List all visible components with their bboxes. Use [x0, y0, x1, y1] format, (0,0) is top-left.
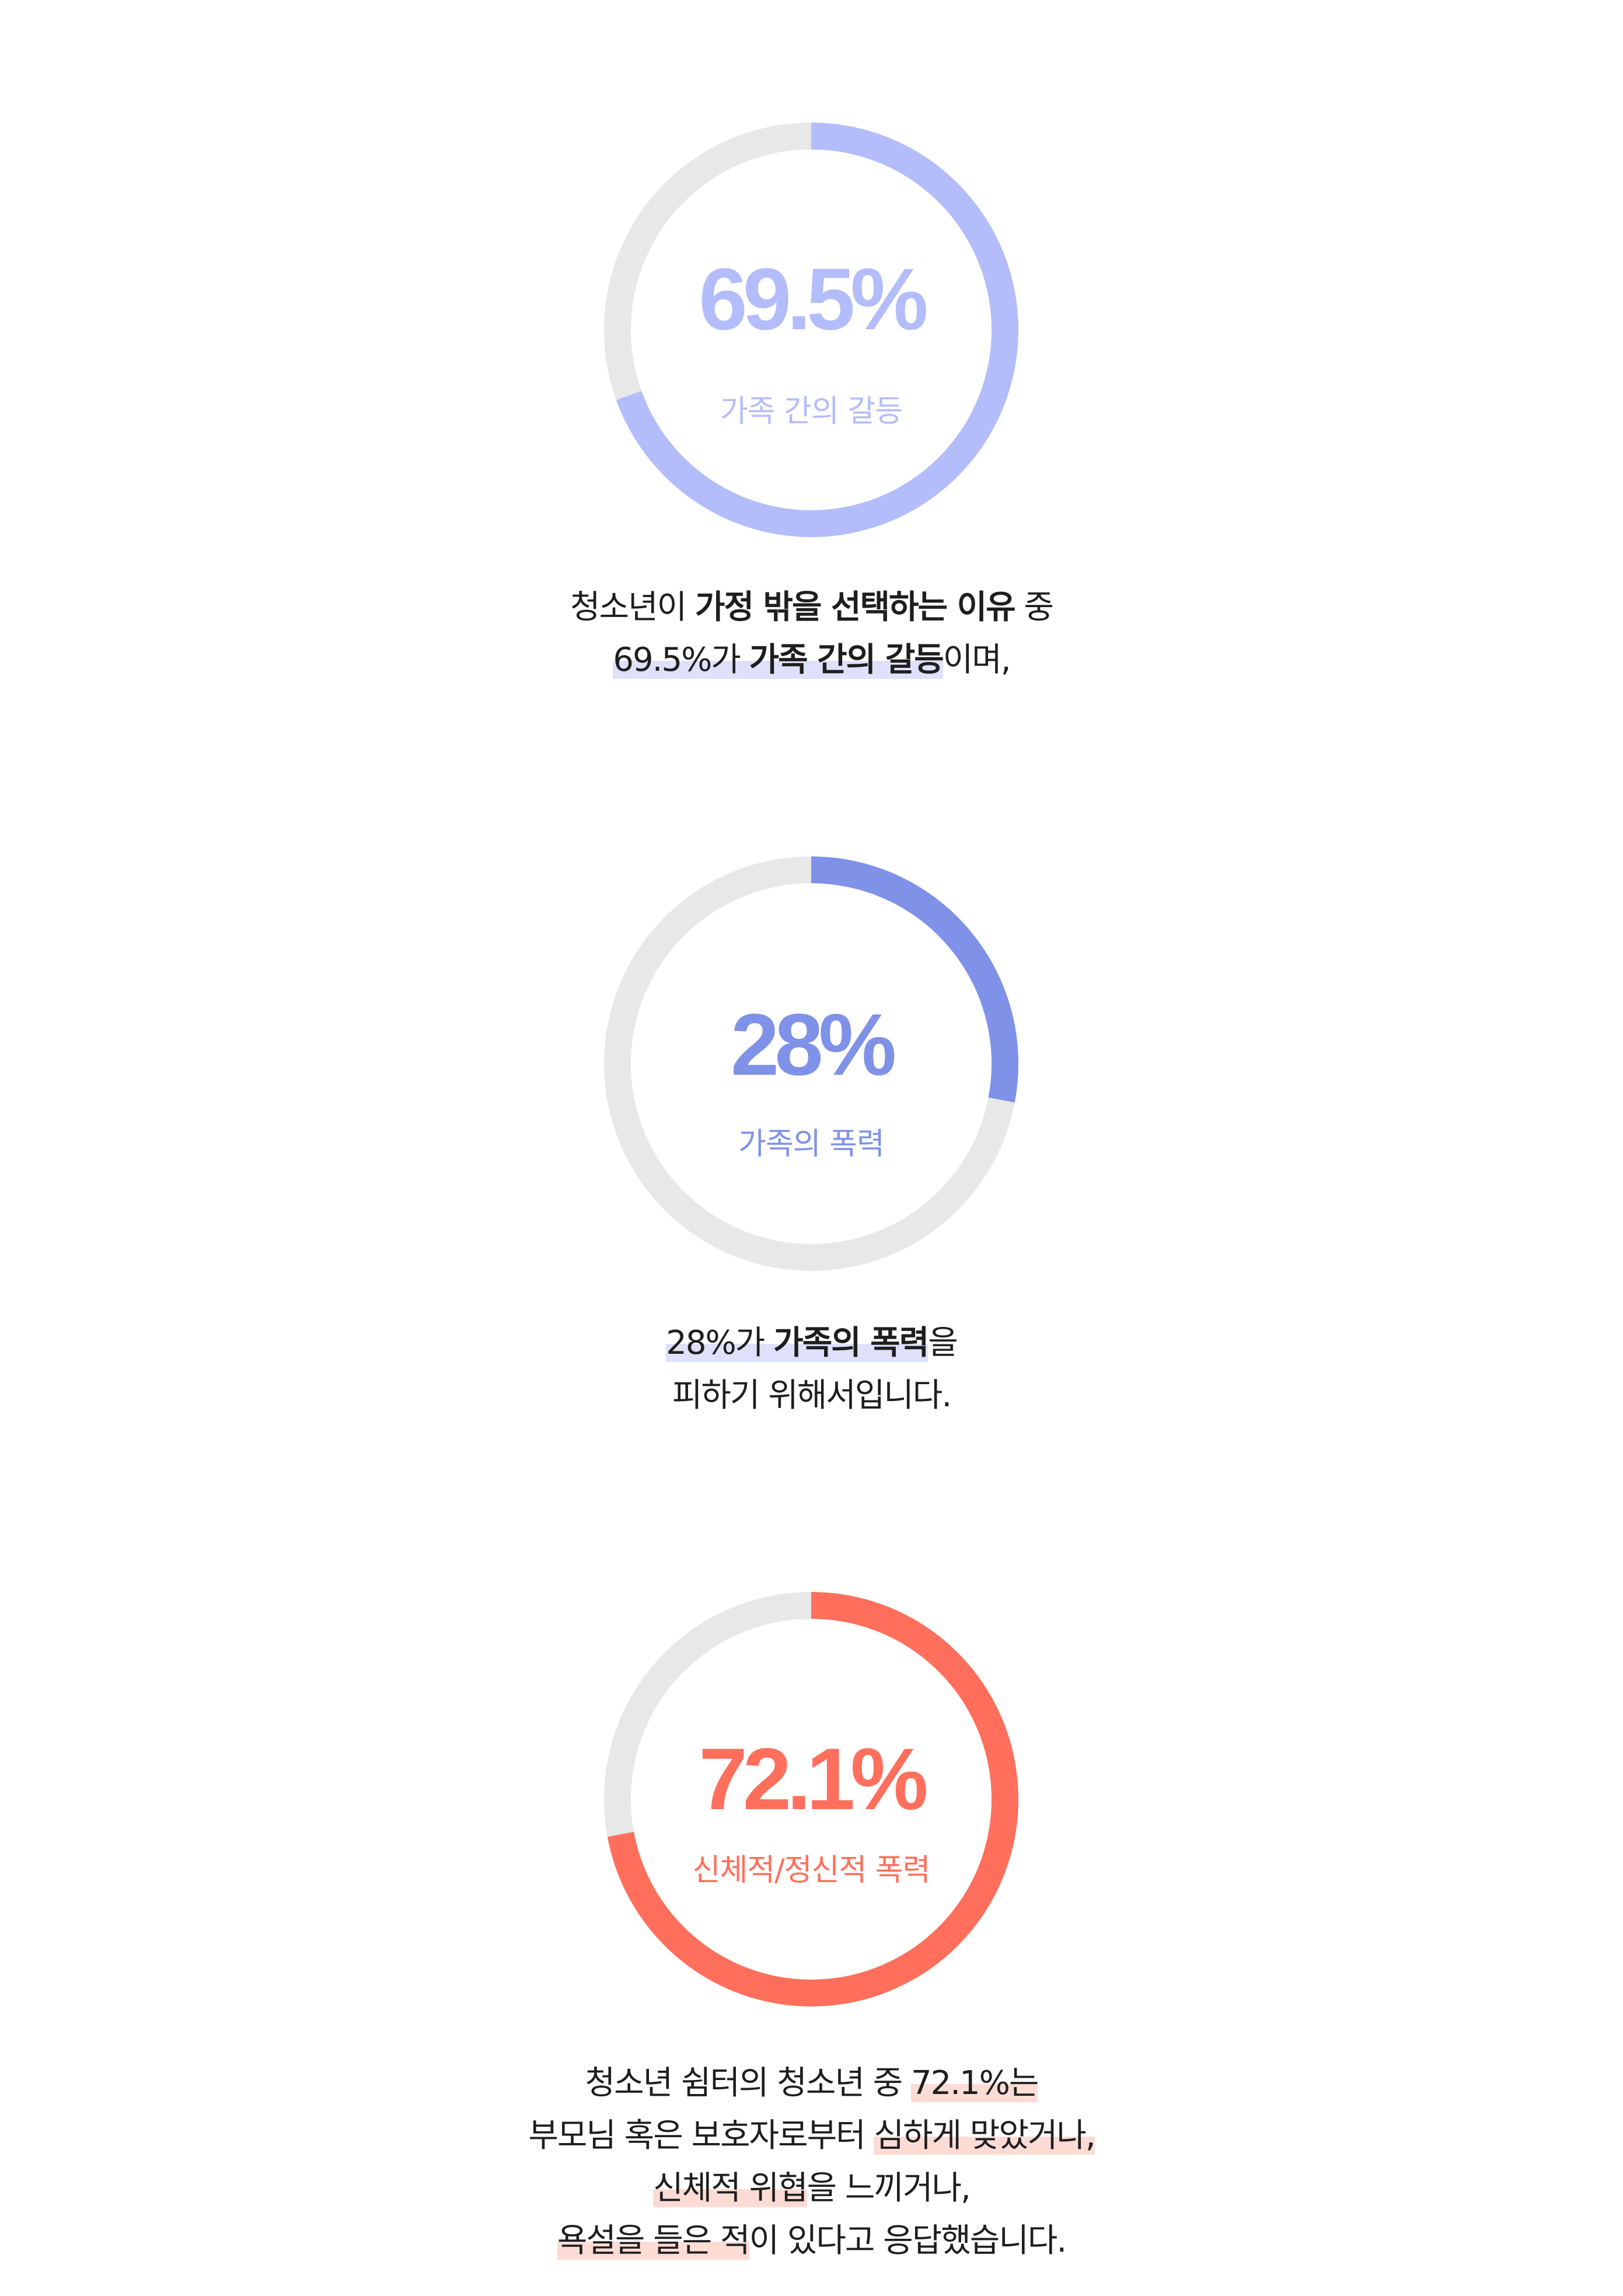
caption-highlight: 72.1%는: [910, 2064, 1039, 2102]
caption-line: 부모님 혹은 보호자로부터 심하게 맞았거나,: [0, 2110, 1623, 2162]
donut-chart-family-conflict: 69.5% 가족 간의 갈등: [601, 120, 1021, 540]
caption-highlight: 69.5%가 가족 간의 갈등: [613, 641, 944, 679]
caption-bold-text: 가족의 폭력: [773, 1324, 929, 1362]
caption-line: 69.5%가 가족 간의 갈등이며,: [0, 634, 1623, 687]
caption-text: 부모님 혹은 보호자로부터: [528, 2117, 874, 2155]
donut-svg: [604, 856, 1018, 1271]
caption-text: 중: [1014, 588, 1054, 626]
donut-category-label: 가족 간의 갈등: [720, 394, 903, 429]
caption-highlight: 신체적 위협: [653, 2169, 808, 2207]
caption-text: 을 느끼거나,: [807, 2169, 971, 2207]
caption-text: 피하기 위해서입니다.: [672, 1377, 952, 1414]
caption-highlight: 28%가 가족의 폭력: [666, 1324, 929, 1362]
donut-svg: [604, 1592, 1018, 2006]
caption-highlight: 욕설을 들은 적: [557, 2222, 751, 2260]
caption-physical-mental-violence: 청소년 쉼터의 청소년 중 72.1%는 부모님 혹은 보호자로부터 심하게 맞…: [0, 2057, 1623, 2267]
donut-chart-physical-mental-violence: 72.1% 신체적/정신적 폭력: [601, 1589, 1021, 2009]
donut-value-arc: [607, 1592, 1018, 2006]
caption-line: 28%가 가족의 폭력을: [0, 1317, 1623, 1370]
donut-svg: [604, 123, 1018, 537]
caption-highlight: 심하게 맞았거나,: [874, 2117, 1096, 2155]
donut-chart-family-violence: 28% 가족의 폭력: [601, 853, 1021, 1274]
donut-category-label: 가족의 폭력: [738, 1127, 885, 1162]
donut-percent-value: 28%: [730, 995, 896, 1093]
donut-percent-value: 72.1%: [699, 1730, 928, 1828]
caption-line: 청소년이 가정 밖을 선택하는 이유 중: [0, 581, 1623, 634]
caption-text: 을: [928, 1324, 958, 1362]
donut-value-arc: [616, 123, 1018, 537]
caption-text: 이 있다고 응답했습니다.: [749, 2222, 1067, 2260]
caption-line: 청소년 쉼터의 청소년 중 72.1%는: [0, 2057, 1623, 2110]
caption-line: 피하기 위해서입니다.: [0, 1370, 1623, 1422]
caption-text: 69.5%가: [613, 641, 749, 679]
caption-line: 신체적 위협을 느끼거나,: [0, 2162, 1623, 2215]
donut-value-arc: [811, 856, 1018, 1103]
caption-text: 28%가: [666, 1324, 774, 1362]
caption-bold-text: 가족 간의 갈등: [749, 641, 944, 679]
caption-family-violence: 28%가 가족의 폭력을 피하기 위해서입니다.: [0, 1317, 1623, 1422]
donut-category-label: 신체적/정신적 폭력: [692, 1853, 931, 1888]
caption-bold-text: 가정 밖을 선택하는 이유: [694, 588, 1016, 626]
caption-line: 욕설을 들은 적이 있다고 응답했습니다.: [0, 2215, 1623, 2267]
caption-text: 청소년 쉼터의 청소년 중: [585, 2064, 911, 2102]
caption-text: 이며,: [943, 641, 1011, 679]
donut-percent-value: 69.5%: [699, 250, 928, 348]
caption-text: 청소년이: [570, 588, 695, 626]
caption-family-conflict: 청소년이 가정 밖을 선택하는 이유 중 69.5%가 가족 간의 갈등이며,: [0, 581, 1623, 687]
